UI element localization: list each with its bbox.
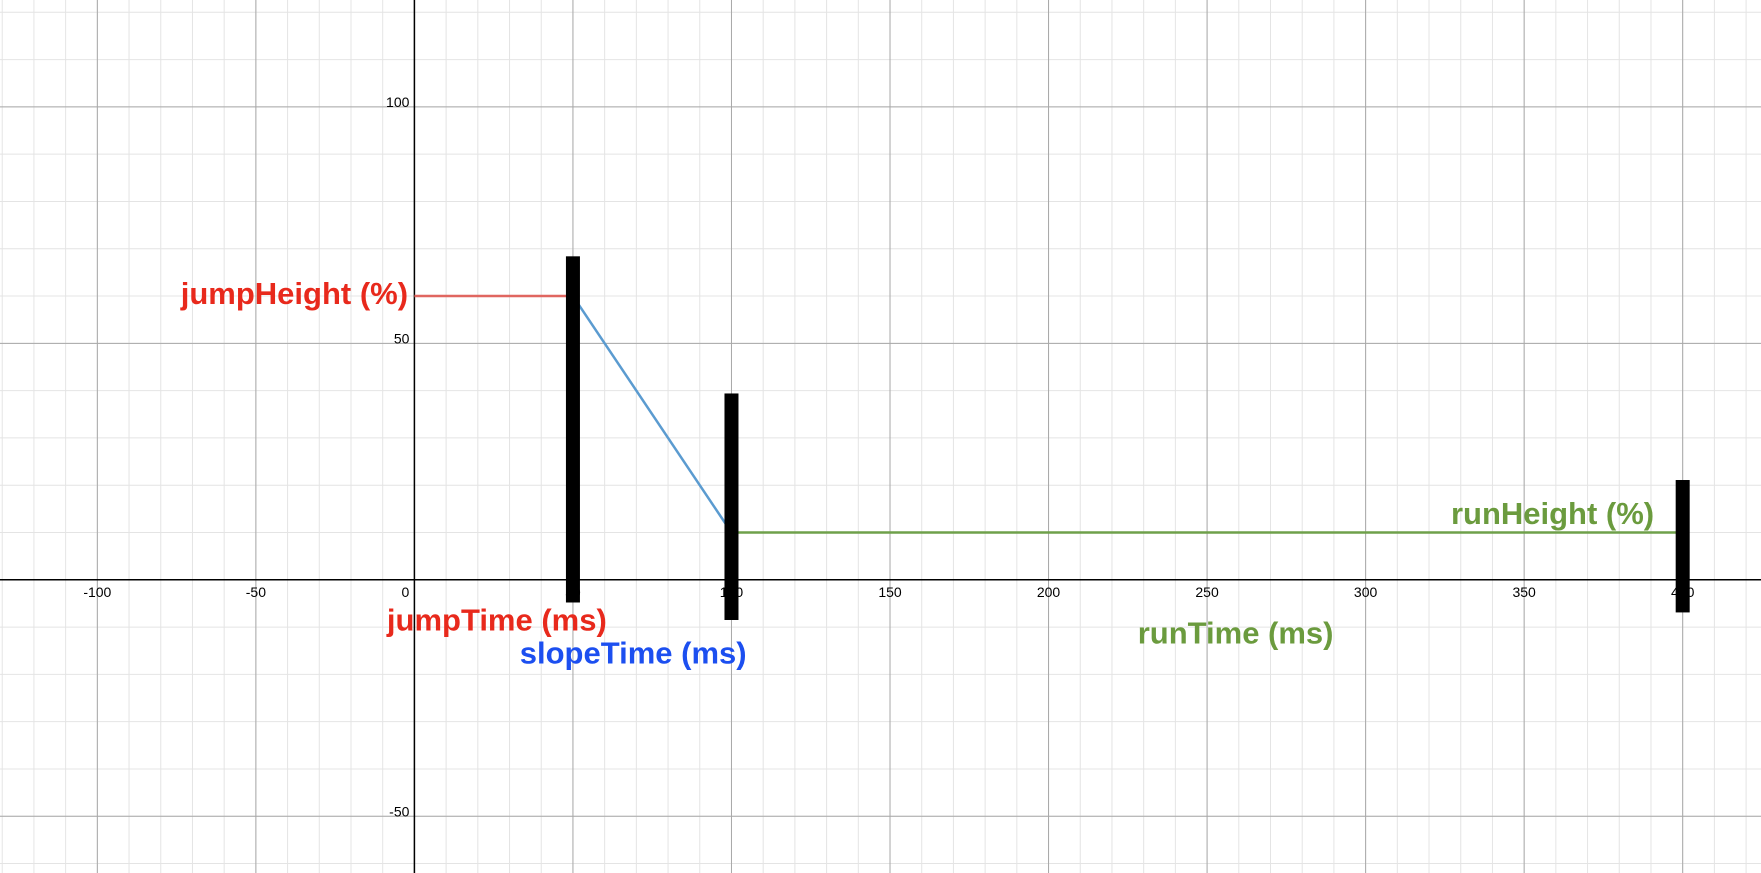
y-tick-label: 50 [394,330,410,346]
y-tick-label: -50 [389,803,409,819]
series-line [571,295,733,534]
label: runHeight (%) [1451,496,1654,531]
label: slopeTime (ms) [520,636,747,671]
x-tick-label: 250 [1195,584,1219,600]
x-tick-label: -100 [83,584,111,600]
x-tick-label: 200 [1037,584,1061,600]
x-tick-label: 300 [1354,584,1378,600]
label: jumpHeight (%) [180,276,408,311]
label: runTime (ms) [1138,615,1334,650]
y-tick-label: 100 [386,94,410,110]
label: jumpTime (ms) [386,603,607,638]
x-tick-label: 0 [402,584,410,600]
x-tick-label: 150 [878,584,902,600]
x-tick-label: 350 [1512,584,1536,600]
drag-handle[interactable] [1675,480,1690,613]
x-tick-label: -50 [246,584,266,600]
drag-handle[interactable] [724,393,739,620]
drag-handle[interactable] [565,256,580,603]
